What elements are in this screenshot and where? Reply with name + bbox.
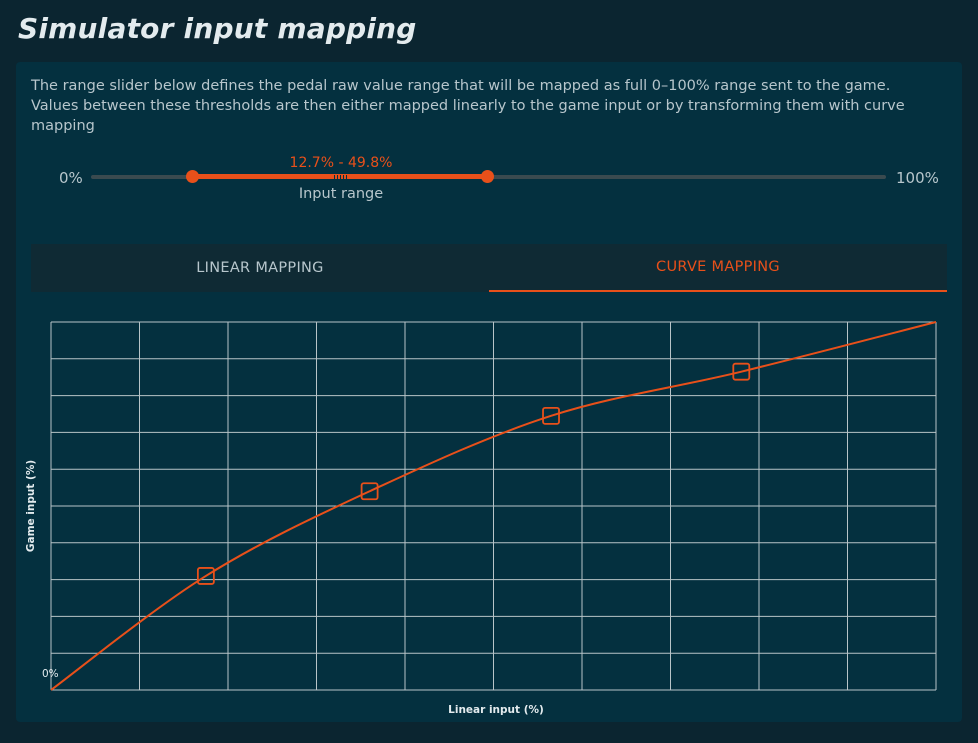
curve-chart <box>50 321 937 691</box>
range-drag-handle[interactable] <box>334 175 348 179</box>
description-text: The range slider below defines the pedal… <box>31 78 905 134</box>
mapping-curve-line <box>50 321 937 691</box>
curve-control-point-4[interactable] <box>732 362 751 381</box>
mapping-panel: The range slider below defines the pedal… <box>16 62 962 722</box>
mapping-tabs: LINEAR MAPPING CURVE MAPPING <box>31 244 947 292</box>
curve-control-point-1[interactable] <box>196 567 215 585</box>
range-label: Input range <box>298 186 384 202</box>
curve-control-point-3[interactable] <box>542 406 560 425</box>
x-axis-label: Linear input (%) <box>448 704 544 716</box>
slider-thumb-high[interactable] <box>481 170 494 183</box>
slider-thumb-low[interactable] <box>186 170 199 183</box>
chart-grid <box>50 321 937 691</box>
chart-control-points <box>196 362 751 585</box>
tab-linear-mapping[interactable]: LINEAR MAPPING <box>196 260 324 276</box>
y-axis-label: Game input (%) <box>25 459 37 553</box>
chart-curve <box>50 321 937 691</box>
range-value: 12.7% - 49.8% <box>289 155 393 171</box>
curve-control-point-2[interactable] <box>360 482 379 501</box>
page-title: Simulator input mapping <box>18 12 417 45</box>
slider-max-label: 100% <box>896 169 939 187</box>
tab-curve-mapping[interactable]: CURVE MAPPING <box>489 244 947 292</box>
slider-min-label: 0% <box>59 169 83 187</box>
origin-label: 0% <box>42 668 59 680</box>
